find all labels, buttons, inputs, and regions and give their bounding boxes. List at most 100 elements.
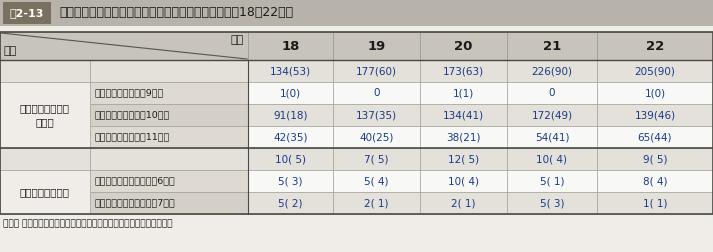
Text: 0: 0 — [373, 88, 380, 98]
Text: 40(25): 40(25) — [359, 132, 394, 142]
Text: 18: 18 — [282, 40, 299, 52]
Text: 組織的犯罪処罰法
（件）: 組織的犯罪処罰法 （件） — [20, 103, 70, 127]
Bar — [597, 148, 713, 170]
Text: 1(0): 1(0) — [280, 88, 301, 98]
Text: 5( 4): 5( 4) — [364, 176, 389, 186]
Text: 38(21): 38(21) — [446, 132, 481, 142]
Bar — [90, 148, 248, 170]
Bar — [90, 126, 248, 148]
Bar — [420, 60, 507, 82]
Text: 1( 1): 1( 1) — [642, 198, 667, 208]
Bar — [597, 60, 713, 82]
Text: 5( 3): 5( 3) — [278, 176, 303, 186]
Bar — [507, 82, 597, 104]
Bar — [248, 60, 333, 82]
Text: 8( 4): 8( 4) — [642, 176, 667, 186]
Bar — [3, 2, 51, 24]
Bar — [507, 60, 597, 82]
Text: 薬物犯罪収益等収受（第7条）: 薬物犯罪収益等収受（第7条） — [95, 199, 175, 207]
Bar — [507, 104, 597, 126]
Bar — [0, 170, 90, 214]
Text: 10( 4): 10( 4) — [448, 176, 479, 186]
Bar — [333, 82, 420, 104]
Text: 薬物犯罪収益等隠匿（第6条）: 薬物犯罪収益等隠匿（第6条） — [95, 176, 175, 185]
Bar — [333, 104, 420, 126]
Text: 20: 20 — [454, 40, 473, 52]
Bar — [0, 32, 248, 60]
Text: 226(90): 226(90) — [531, 66, 573, 76]
Bar — [90, 82, 248, 104]
Bar — [248, 148, 333, 170]
Text: 91(18): 91(18) — [273, 110, 308, 120]
Bar — [0, 82, 90, 148]
Bar — [90, 170, 248, 192]
Text: 注：（ ）内は、暴力団構成員等によるものを示す。（警察庁把握分）: 注：（ ）内は、暴力団構成員等によるものを示す。（警察庁把握分） — [3, 219, 173, 229]
Bar — [507, 170, 597, 192]
Bar — [333, 192, 420, 214]
Text: 134(41): 134(41) — [443, 110, 484, 120]
Text: 犯罪収益等隠匿（第10条）: 犯罪収益等隠匿（第10条） — [95, 110, 170, 119]
Bar — [0, 0, 713, 26]
Text: 10( 4): 10( 4) — [536, 154, 568, 164]
Text: 5( 3): 5( 3) — [540, 198, 564, 208]
Bar — [90, 60, 248, 82]
Text: 22: 22 — [646, 40, 664, 52]
Text: マネー・ローンダリング事犯の検挙状況の推移（平成18〜22年）: マネー・ローンダリング事犯の検挙状況の推移（平成18〜22年） — [59, 7, 293, 19]
Bar — [248, 32, 333, 60]
Bar — [420, 192, 507, 214]
Bar — [597, 104, 713, 126]
Text: 9( 5): 9( 5) — [642, 154, 667, 164]
Text: 19: 19 — [367, 40, 386, 52]
Text: 134(53): 134(53) — [270, 66, 311, 76]
Text: 137(35): 137(35) — [356, 110, 397, 120]
Text: 区分: 区分 — [4, 46, 17, 56]
Bar — [597, 82, 713, 104]
Text: 205(90): 205(90) — [635, 66, 675, 76]
Bar — [333, 170, 420, 192]
Text: 年次: 年次 — [231, 35, 244, 45]
Bar — [248, 126, 333, 148]
Bar — [248, 192, 333, 214]
Text: 2( 1): 2( 1) — [451, 198, 476, 208]
Text: 5( 1): 5( 1) — [540, 176, 564, 186]
Bar — [507, 32, 597, 60]
Bar — [333, 32, 420, 60]
Bar — [90, 104, 248, 126]
Bar — [597, 32, 713, 60]
Bar — [507, 192, 597, 214]
Text: 139(46): 139(46) — [635, 110, 675, 120]
Bar — [597, 192, 713, 214]
Text: 1(0): 1(0) — [645, 88, 665, 98]
Text: 7( 5): 7( 5) — [364, 154, 389, 164]
Text: 65(44): 65(44) — [637, 132, 672, 142]
Text: 172(49): 172(49) — [531, 110, 573, 120]
Text: 12( 5): 12( 5) — [448, 154, 479, 164]
Bar — [597, 126, 713, 148]
Bar — [420, 104, 507, 126]
Bar — [248, 104, 333, 126]
Bar — [333, 126, 420, 148]
Text: 1(1): 1(1) — [453, 88, 474, 98]
Text: 0: 0 — [549, 88, 555, 98]
Text: 犯罪収益等収受（第11条）: 犯罪収益等収受（第11条） — [95, 133, 170, 142]
Bar — [0, 32, 713, 214]
Text: 10( 5): 10( 5) — [275, 154, 306, 164]
Bar — [420, 82, 507, 104]
Bar — [420, 32, 507, 60]
Text: 177(60): 177(60) — [356, 66, 397, 76]
Bar — [420, 148, 507, 170]
Bar — [420, 126, 507, 148]
Bar — [333, 148, 420, 170]
Bar — [0, 60, 90, 82]
Text: 42(35): 42(35) — [273, 132, 308, 142]
Text: 表2-13: 表2-13 — [10, 8, 44, 18]
Text: 5( 2): 5( 2) — [278, 198, 303, 208]
Bar — [597, 170, 713, 192]
Bar — [507, 126, 597, 148]
Bar — [0, 148, 90, 170]
Bar — [507, 148, 597, 170]
Text: 法人等経営支配（第9条）: 法人等経営支配（第9条） — [95, 88, 164, 98]
Text: 2( 1): 2( 1) — [364, 198, 389, 208]
Text: 173(63): 173(63) — [443, 66, 484, 76]
Text: 54(41): 54(41) — [535, 132, 569, 142]
